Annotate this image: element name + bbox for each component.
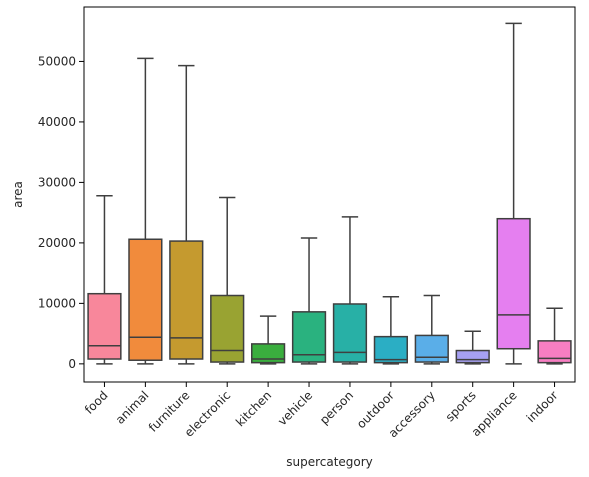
box-accessory	[414, 334, 449, 363]
x-tick-label: food	[82, 388, 111, 417]
box-indoor	[537, 340, 572, 364]
box-vehicle	[291, 311, 327, 363]
y-tick-label: 0	[68, 357, 76, 371]
y-axis-label: area	[11, 181, 25, 208]
y-tick-label: 30000	[38, 175, 76, 189]
x-axis-label: supercategory	[286, 455, 373, 469]
box-furniture	[169, 240, 204, 360]
y-tick-label: 10000	[38, 296, 76, 310]
box-food	[87, 292, 122, 360]
x-tick-label: person	[317, 388, 356, 427]
box-kitchen	[251, 343, 286, 364]
x-tick-label: kitchen	[233, 388, 274, 429]
box-electronic	[210, 294, 245, 363]
box-sports	[455, 349, 490, 364]
y-tick-label: 40000	[38, 115, 76, 129]
box-animal	[128, 238, 163, 361]
box-appliance	[496, 217, 531, 350]
x-tick-label: indoor	[524, 388, 561, 425]
box-person	[332, 303, 368, 363]
x-tick-label: animal	[113, 388, 152, 427]
y-tick-label: 50000	[38, 54, 76, 68]
plot-frame	[83, 6, 576, 383]
box-outdoor	[373, 335, 408, 364]
y-tick-label: 20000	[38, 236, 76, 250]
x-tick-label: vehicle	[275, 388, 315, 428]
x-tick-label: sports	[443, 388, 479, 424]
